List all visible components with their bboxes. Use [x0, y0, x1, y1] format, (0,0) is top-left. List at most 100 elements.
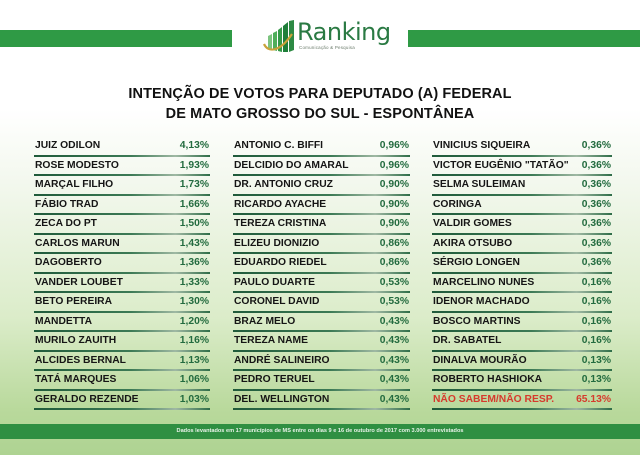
brand-name: Ranking: [297, 18, 391, 46]
candidate-name: DAGOBERTO: [35, 257, 102, 269]
candidate-name: GERALDO REZENDE: [35, 393, 139, 405]
vote-percentage: 1,73%: [179, 179, 209, 191]
candidate-name: AKIRA OTSUBO: [433, 237, 513, 249]
bar-chart-swoosh-icon: [262, 20, 294, 52]
candidate-name: FÁBIO TRAD: [35, 198, 99, 210]
vote-percentage: 0,13%: [581, 374, 611, 386]
vote-percentage: 0,96%: [379, 159, 409, 171]
candidate-name: EDUARDO RIEDEL: [234, 257, 327, 269]
vote-percentage: 65.13%: [576, 393, 611, 405]
candidate-row: CORONEL DAVID 0,53%: [233, 293, 410, 313]
candidate-row: VICTOR EUGÊNIO "TATÃO" 0,36%: [432, 156, 612, 176]
vote-percentage: 1,13%: [179, 354, 209, 366]
header-bar-right: [408, 30, 640, 47]
vote-percentage: 1,20%: [179, 315, 209, 327]
candidate-row: DR. ANTONIO CRUZ 0,90%: [233, 176, 410, 196]
candidate-row: JUIZ ODILON 4,13%: [34, 137, 210, 157]
candidate-row: DEL. WELLINGTON 0,43%: [233, 390, 410, 410]
candidate-name: DR. ANTONIO CRUZ: [234, 179, 333, 191]
vote-percentage: 1,06%: [179, 374, 209, 386]
candidate-name: MANDETTA: [35, 315, 93, 327]
results-column-2: ANTONIO C. BIFFI 0,96% DELCIDIO DO AMARAL 0…: [233, 137, 410, 410]
vote-percentage: 1,36%: [179, 257, 209, 269]
vote-percentage: 0,43%: [379, 335, 409, 347]
candidate-name: ZECA DO PT: [35, 218, 97, 230]
vote-percentage: 1,43%: [179, 237, 209, 249]
candidate-row: VALDIR GOMES 0,36%: [432, 215, 612, 235]
candidate-row: BETO PEREIRA 1,30%: [34, 293, 210, 313]
results-column-1: JUIZ ODILON 4,13% ROSE MODESTO 1,93% MARÇAL …: [34, 137, 210, 410]
vote-percentage: 1,50%: [179, 218, 209, 230]
vote-percentage: 1,33%: [179, 276, 209, 288]
candidate-row: RICARDO AYACHE 0,90%: [233, 195, 410, 215]
candidate-row: MURILO ZAUITH 1,16%: [34, 332, 210, 352]
vote-percentage: 0,36%: [581, 198, 611, 210]
candidate-name: CORINGA: [433, 198, 482, 210]
vote-percentage: 0,36%: [581, 257, 611, 269]
candidate-row: VANDER LOUBET 1,33%: [34, 273, 210, 293]
candidate-row: AKIRA OTSUBO 0,36%: [432, 234, 612, 254]
candidate-name: DINALVA MOURÃO: [433, 354, 527, 366]
title-line-1: INTENÇÃO DE VOTOS PARA DEPUTADO (A) FEDE…: [128, 86, 512, 102]
candidate-name: TEREZA CRISTINA: [234, 218, 327, 230]
candidate-row: MANDETTA 1,20%: [34, 312, 210, 332]
candidate-row: TEREZA CRISTINA 0,90%: [233, 215, 410, 235]
candidate-row: IDENOR MACHADO 0,16%: [432, 293, 612, 313]
candidate-name: ANTONIO C. BIFFI: [234, 140, 324, 152]
vote-percentage: 0,90%: [379, 218, 409, 230]
candidate-row: CARLOS MARUN 1,43%: [34, 234, 210, 254]
candidate-name: DEL. WELLINGTON: [234, 393, 330, 405]
vote-percentage: 1,30%: [179, 296, 209, 308]
candidate-row: FÁBIO TRAD 1,66%: [34, 195, 210, 215]
title-line-2: DE MATO GROSSO DO SUL - ESPONTÂNEA: [165, 106, 475, 122]
candidate-row: VINICIUS SIQUEIRA 0,36%: [432, 137, 612, 157]
candidate-row: MARÇAL FILHO 1,73%: [34, 176, 210, 196]
candidate-name: ROBERTO HASHIOKA: [433, 374, 543, 386]
header-bar-left: [0, 30, 232, 47]
candidate-name: VICTOR EUGÊNIO "TATÃO": [433, 159, 569, 171]
candidate-name: MARÇAL FILHO: [35, 179, 114, 191]
vote-percentage: 1,66%: [179, 198, 209, 210]
candidate-name: PAULO DUARTE: [234, 276, 316, 288]
candidate-row: ZECA DO PT 1,50%: [34, 215, 210, 235]
vote-percentage: 0,43%: [379, 393, 409, 405]
vote-percentage: 0,43%: [379, 354, 409, 366]
candidate-name: MARCELINO NUNES: [433, 276, 535, 288]
vote-percentage: 0,16%: [581, 335, 611, 347]
page-title: INTENÇÃO DE VOTOS PARA DEPUTADO (A) FEDE…: [0, 84, 640, 124]
vote-percentage: 0,16%: [581, 276, 611, 288]
vote-percentage: 0,36%: [581, 179, 611, 191]
candidate-name: VINICIUS SIQUEIRA: [433, 140, 531, 152]
candidate-name: NÃO SABEM/NÃO RESP.: [433, 393, 555, 405]
candidate-row: ANDRÉ SALINEIRO 0,43%: [233, 351, 410, 371]
candidate-row: TATÁ MARQUES 1,06%: [34, 371, 210, 391]
candidate-row: ROSE MODESTO 1,93%: [34, 156, 210, 176]
candidate-name: RICARDO AYACHE: [234, 198, 327, 210]
vote-percentage: 0,96%: [379, 140, 409, 152]
candidate-name: DELCIDIO DO AMARAL: [234, 159, 349, 171]
vote-percentage: 0,86%: [379, 257, 409, 269]
candidate-row: GERALDO REZENDE 1,03%: [34, 390, 210, 410]
candidate-row: DINALVA MOURÃO 0,13%: [432, 351, 612, 371]
candidate-row: SÉRGIO LONGEN 0,36%: [432, 254, 612, 274]
vote-percentage: 0,43%: [379, 374, 409, 386]
candidate-name: TATÁ MARQUES: [35, 374, 117, 386]
candidate-row: ALCIDES BERNAL 1,13%: [34, 351, 210, 371]
candidate-name: VANDER LOUBET: [35, 276, 123, 288]
vote-percentage: 0,86%: [379, 237, 409, 249]
ranking-logo: Ranking Comunicação & Pesquisa: [262, 18, 391, 56]
candidate-name: PEDRO TERUEL: [234, 374, 315, 386]
vote-percentage: 0,90%: [379, 198, 409, 210]
candidate-row: ANTONIO C. BIFFI 0,96%: [233, 137, 410, 157]
candidate-row: BRAZ MELO 0,43%: [233, 312, 410, 332]
candidate-row: MARCELINO NUNES 0,16%: [432, 273, 612, 293]
vote-percentage: 0,53%: [379, 296, 409, 308]
candidate-row: PEDRO TERUEL 0,43%: [233, 371, 410, 391]
vote-percentage: 0,16%: [581, 296, 611, 308]
candidate-name: TEREZA NAME: [234, 335, 308, 347]
brand-subtitle: Comunicação & Pesquisa: [299, 45, 355, 50]
vote-percentage: 1,93%: [179, 159, 209, 171]
candidate-name: VALDIR GOMES: [433, 218, 512, 230]
candidate-name: SÉRGIO LONGEN: [433, 257, 520, 269]
candidate-row: EDUARDO RIEDEL 0,86%: [233, 254, 410, 274]
